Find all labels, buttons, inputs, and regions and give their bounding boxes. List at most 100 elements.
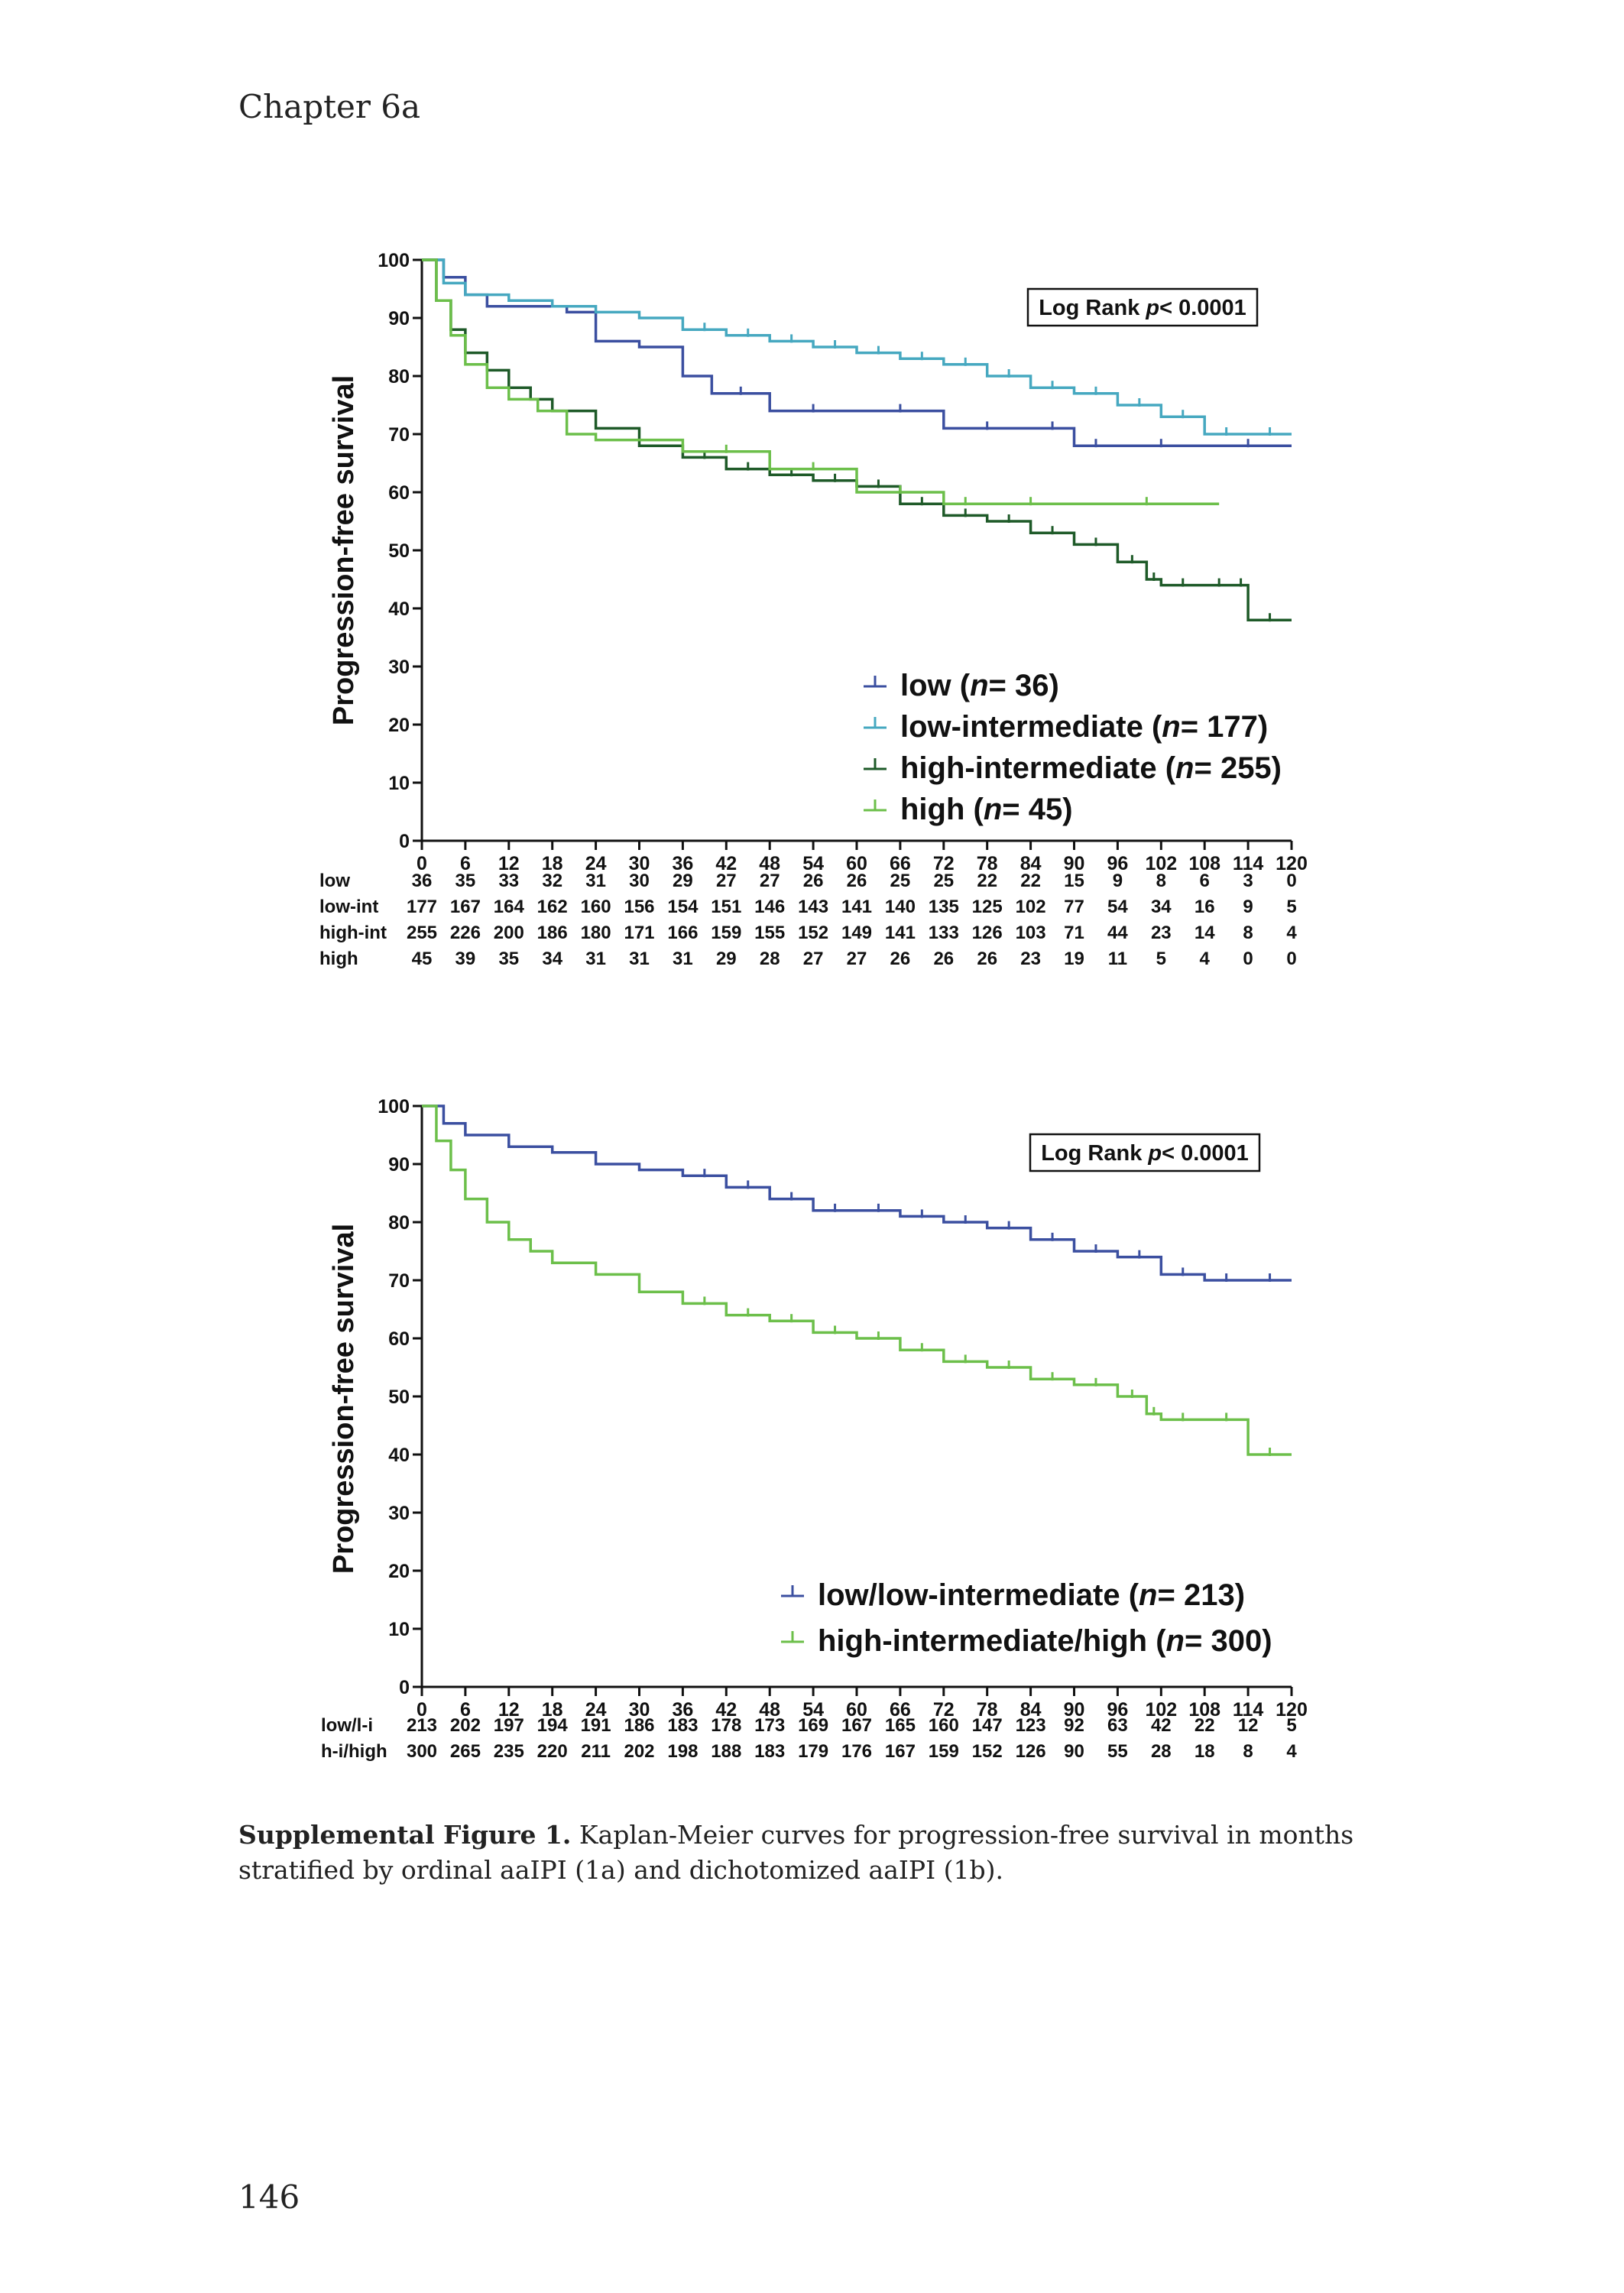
risk-value: 177 — [407, 897, 437, 917]
risk-value: 26 — [847, 871, 867, 891]
risk-value: 44 — [1107, 923, 1128, 943]
risk-value: 183 — [754, 1741, 785, 1762]
censor-marks-high_intermediate — [703, 450, 1272, 622]
y-tick-label: 80 — [388, 1212, 410, 1234]
risk-value: 35 — [498, 949, 519, 969]
x-tick-label: 66 — [890, 1699, 911, 1721]
risk-value: 19 — [1064, 949, 1084, 969]
risk-value: 135 — [929, 897, 959, 917]
risk-value: 160 — [581, 897, 611, 917]
y-tick-label: 100 — [378, 250, 410, 271]
x-tick-label: 114 — [1233, 853, 1263, 874]
legend-item-high_intermediate_high: high-intermediate/high (n= 300) — [781, 1624, 1272, 1658]
x-tick-label: 36 — [672, 853, 693, 874]
risk-value: 159 — [929, 1741, 959, 1762]
risk-value: 143 — [798, 897, 828, 917]
risk-value: 0 — [1243, 949, 1253, 969]
risk-value: 26 — [890, 949, 911, 969]
risk-value: 27 — [803, 949, 824, 969]
y-tick-label: 100 — [378, 1096, 410, 1117]
risk-value: 126 — [1016, 1741, 1046, 1762]
censor-marks-low — [739, 386, 1250, 448]
risk-value: 22 — [1194, 1715, 1215, 1736]
risk-value: 103 — [1016, 923, 1046, 943]
x-tick-label: 78 — [977, 853, 998, 874]
x-tick-label: 30 — [629, 853, 650, 874]
risk-value: 3 — [1243, 871, 1253, 891]
risk-value: 133 — [929, 923, 959, 943]
y-tick-label: 10 — [388, 773, 410, 794]
risk-value: 31 — [585, 949, 606, 969]
risk-value: 197 — [494, 1715, 524, 1736]
log-rank-text: Log Rank p< 0.0001 — [1039, 296, 1246, 320]
risk-value: 31 — [585, 871, 606, 891]
risk-row-0: low/l-i 213 202 197 194 191 186 183 178 173 169 167… — [321, 1715, 1297, 1736]
risk-value: 16 — [1194, 897, 1215, 917]
risk-value: 173 — [754, 1715, 785, 1736]
risk-value: 171 — [624, 923, 654, 943]
risk-value: 186 — [624, 1715, 654, 1736]
risk-value: 36 — [412, 871, 433, 891]
y-tick-label: 10 — [388, 1619, 410, 1640]
risk-value: 202 — [624, 1741, 654, 1762]
risk-row-2: high-int 255 226 200 186 180 171 166 159 155 152 14… — [319, 923, 1297, 943]
x-tick-label: 36 — [672, 1699, 693, 1721]
risk-value: 149 — [841, 923, 872, 943]
risk-value: 45 — [412, 949, 433, 969]
risk-value: 33 — [498, 871, 519, 891]
risk-value: 28 — [1151, 1741, 1172, 1762]
risk-row-0: low 36 35 33 32 31 30 29 27 27 26 26 25 25 22 22 15 9 8 6 3 0 — [319, 871, 1297, 891]
x-tick-label: 90 — [1064, 853, 1085, 874]
y-tick-label: 60 — [388, 1328, 410, 1350]
x-tick-label: 0 — [417, 853, 427, 874]
risk-value: 18 — [1194, 1741, 1215, 1762]
risk-value: 169 — [798, 1715, 828, 1736]
risk-value: 22 — [977, 871, 997, 891]
y-tick-label: 30 — [388, 657, 410, 678]
risk-value: 176 — [841, 1741, 872, 1762]
risk-value: 166 — [667, 923, 698, 943]
risk-value: 27 — [847, 949, 867, 969]
risk-value: 178 — [711, 1715, 741, 1736]
x-tick-label: 60 — [846, 1699, 867, 1721]
legend-label: high-intermediate/high (n= 300) — [818, 1624, 1272, 1658]
risk-value: 27 — [760, 871, 780, 891]
risk-value: 180 — [581, 923, 611, 943]
censor-marks-low_intermediate — [703, 323, 1272, 436]
risk-value: 167 — [841, 1715, 872, 1736]
risk-value: 15 — [1064, 871, 1084, 891]
x-tick-label: 54 — [802, 853, 824, 874]
risk-value: 179 — [798, 1741, 828, 1762]
risk-value: 5 — [1156, 949, 1166, 969]
risk-value: 63 — [1107, 1715, 1128, 1736]
risk-value: 35 — [455, 871, 476, 891]
log-rank-box — [1029, 1133, 1261, 1172]
x-tick-label: 18 — [542, 853, 563, 874]
risk-value: 4 — [1200, 949, 1211, 969]
risk-value: 77 — [1064, 897, 1084, 917]
risk-value: 92 — [1064, 1715, 1084, 1736]
x-tick-label: 84 — [1020, 1699, 1042, 1721]
x-tick-label: 66 — [890, 853, 911, 874]
risk-row-label: h-i/high — [321, 1741, 387, 1762]
risk-value: 9 — [1243, 897, 1253, 917]
x-tick-label: 18 — [542, 1699, 563, 1721]
risk-value: 164 — [494, 897, 525, 917]
censor-marks-high — [724, 444, 1148, 506]
risk-value: 25 — [933, 871, 954, 891]
risk-value: 0 — [1286, 871, 1296, 891]
x-tick-label: 12 — [498, 1699, 520, 1721]
risk-value: 22 — [1020, 871, 1041, 891]
risk-value: 167 — [450, 897, 481, 917]
x-tick-label: 108 — [1188, 853, 1220, 874]
figure-caption: Supplemental Figure 1. Kaplan-Meier curv… — [238, 1818, 1400, 1888]
risk-value: 26 — [803, 871, 824, 891]
caption-label: Supplemental Figure 1. — [238, 1820, 572, 1850]
risk-value: 39 — [455, 949, 476, 969]
x-tick-label: 48 — [759, 853, 780, 874]
risk-value: 23 — [1151, 923, 1172, 943]
risk-value: 31 — [629, 949, 650, 969]
risk-row-1: low-int 177 167 164 162 160 156 154 151 146 143 141… — [319, 897, 1297, 917]
